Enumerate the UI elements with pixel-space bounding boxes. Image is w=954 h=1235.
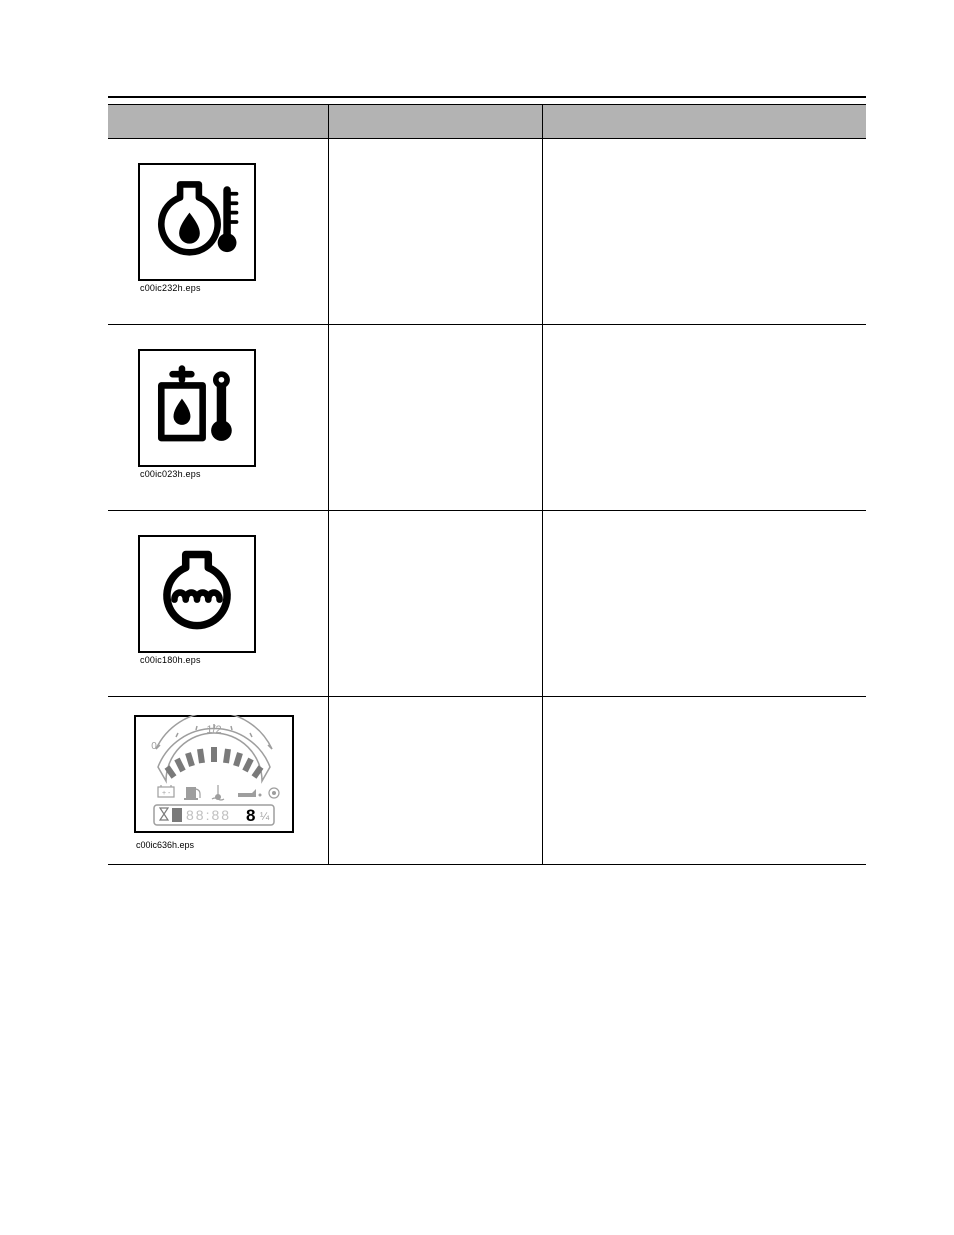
hydraulic-oil-temp-icon [150, 361, 244, 455]
table-header-cell [542, 105, 866, 139]
table-cell [542, 325, 866, 511]
table-cell [542, 511, 866, 697]
table-cell [328, 139, 542, 325]
table-cell [542, 139, 866, 325]
table-cell [328, 697, 542, 865]
table-row: c00ic023h.eps [108, 325, 866, 511]
gauge-cluster-icon: 1/2 0 [134, 715, 294, 833]
table-cell [328, 511, 542, 697]
table-cell [328, 325, 542, 511]
table-header-row [108, 105, 866, 139]
table-cell [542, 697, 866, 865]
icon-frame [138, 163, 256, 281]
icon-caption: c00ic023h.eps [138, 469, 201, 479]
icon-box: c00ic180h.eps [118, 521, 318, 665]
icon-box: c00ic023h.eps [118, 335, 318, 479]
icon-frame [138, 349, 256, 467]
svg-text:8: 8 [246, 806, 255, 825]
icon-cell: c00ic232h.eps [108, 139, 328, 325]
table-header-cell [328, 105, 542, 139]
page: c00ic232h.eps [0, 0, 954, 1235]
icon-cell: 1/2 0 [108, 697, 328, 865]
icon-caption: c00ic636h.eps [134, 840, 318, 850]
top-rule [108, 96, 866, 98]
icon-box: c00ic232h.eps [118, 149, 318, 293]
svg-text:88:88: 88:88 [186, 807, 231, 823]
icon-cell: c00ic023h.eps [108, 325, 328, 511]
table-row: c00ic180h.eps [108, 511, 866, 697]
oil-temp-icon [150, 175, 244, 269]
svg-text:0: 0 [151, 741, 157, 752]
svg-text:¼: ¼ [260, 811, 270, 823]
glow-plug-icon [150, 547, 244, 641]
table-header-cell [108, 105, 328, 139]
icon-caption: c00ic180h.eps [138, 655, 201, 665]
icon-cell: c00ic180h.eps [108, 511, 328, 697]
table-row: c00ic232h.eps [108, 139, 866, 325]
reference-table: c00ic232h.eps [108, 104, 866, 865]
table-row: 1/2 0 [108, 697, 866, 865]
svg-text:+ -: + - [162, 790, 171, 797]
gauge-box: 1/2 0 [118, 707, 318, 850]
icon-frame [138, 535, 256, 653]
icon-caption: c00ic232h.eps [138, 283, 201, 293]
